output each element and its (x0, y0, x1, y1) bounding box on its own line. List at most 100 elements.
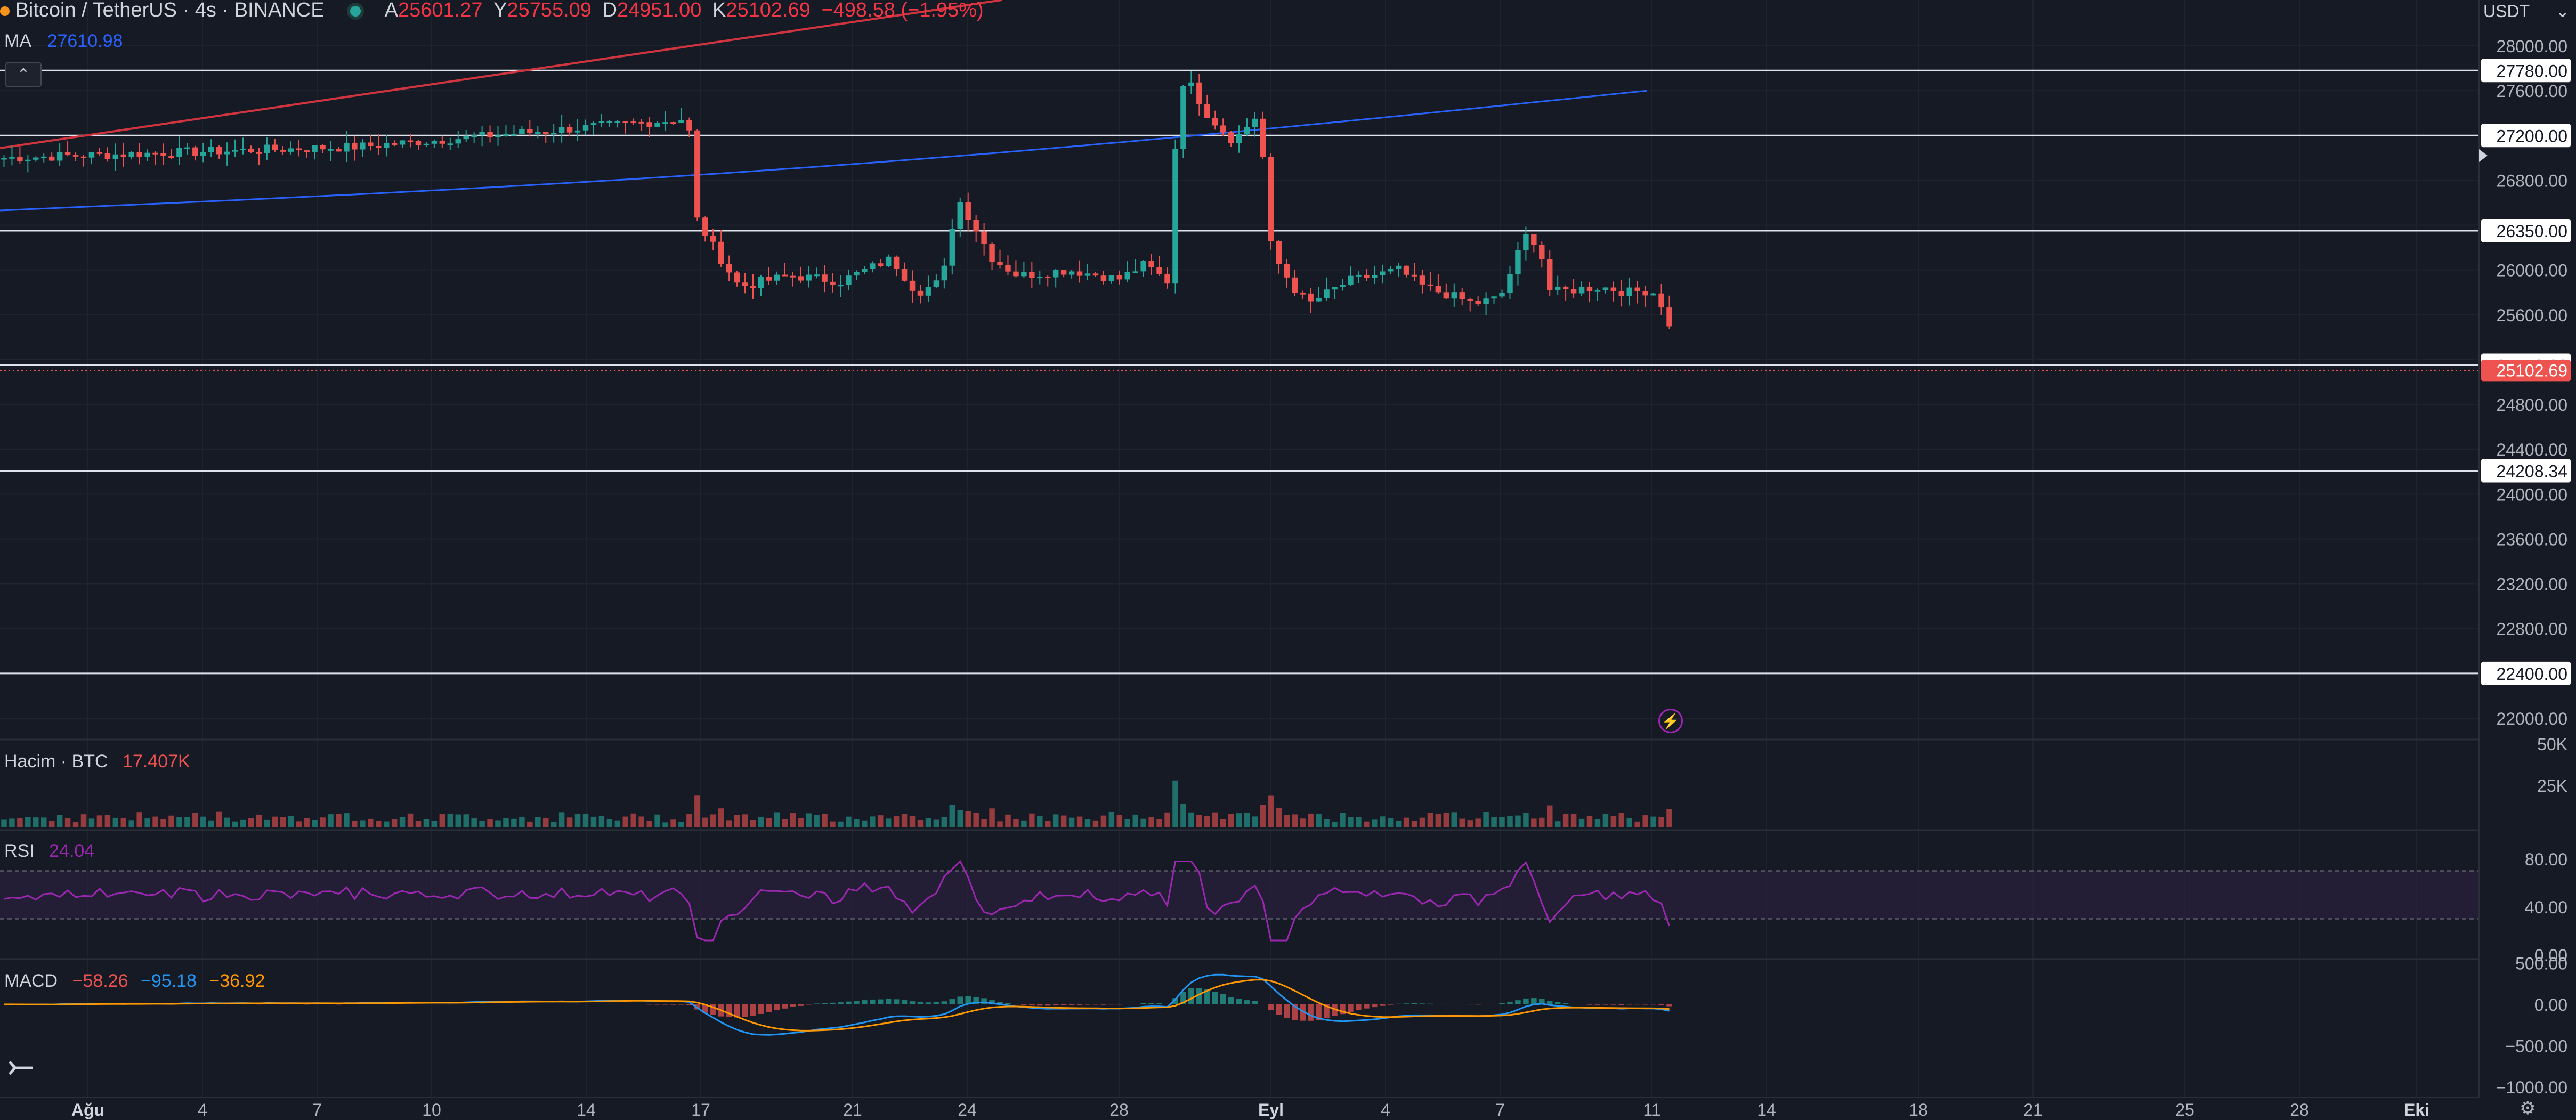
volume-bar (1084, 819, 1091, 827)
collapse-chevron-icon[interactable]: ⌃ (5, 62, 42, 87)
volume-bar (1451, 812, 1457, 827)
volume-bar (1013, 819, 1019, 827)
volume-bar (1554, 821, 1561, 827)
macd-histogram-bar (854, 1001, 860, 1004)
price-candles[interactable] (1, 71, 1672, 329)
volume-bar (352, 821, 358, 827)
rsi-label[interactable]: RSI (4, 841, 35, 861)
candle-body (144, 152, 150, 157)
volume-bar (925, 818, 931, 827)
candle-body (368, 142, 374, 147)
candle-body (878, 263, 884, 266)
volume-bar (1467, 820, 1473, 827)
open-label: A (384, 0, 398, 21)
macd-histogram-bar (1602, 1004, 1609, 1005)
candle-body (846, 275, 852, 285)
volume-bar (550, 822, 557, 827)
settings-icon[interactable]: ⚙ (2520, 1098, 2536, 1118)
volume-bar (686, 814, 692, 827)
volume-bar (176, 817, 182, 827)
price-tick-label: 24800.00 (2497, 395, 2567, 415)
candle-body (407, 140, 414, 142)
volume-bar (104, 815, 111, 827)
macd-histogram-bar (1292, 1004, 1298, 1020)
open-value: 25601.27 (398, 0, 483, 21)
currency-selector[interactable]: USDT ⌄ (2483, 0, 2570, 22)
candle-body (566, 127, 573, 133)
candle-body (1602, 287, 1609, 290)
candle-body (1324, 289, 1330, 298)
tradingview-logo-icon[interactable]: ⤚ (9, 1048, 34, 1083)
volume-bar (431, 821, 438, 827)
macd-histogram-bar (662, 1004, 668, 1005)
macd-histogram-bar (782, 1004, 788, 1009)
candle-body (176, 148, 182, 157)
volume-bar (1634, 821, 1640, 827)
candle-body (64, 152, 71, 155)
volume-bar (1132, 814, 1138, 827)
candle-body (344, 142, 350, 152)
close-value: 25102.69 (726, 0, 811, 21)
candle-body (9, 157, 15, 159)
trend-line (0, 0, 1002, 149)
volume-bar (160, 819, 166, 827)
candle-body (1236, 134, 1242, 143)
candle-body (1188, 82, 1194, 86)
candle-body (1132, 271, 1138, 273)
volume-bar (1276, 807, 1282, 827)
macd-label[interactable]: MACD (4, 971, 58, 991)
volume-bar (1531, 818, 1537, 827)
volume-bar (48, 821, 55, 827)
volume-bar (17, 818, 23, 827)
candle-body (1, 158, 7, 160)
macd-value-2: −95.18 (140, 971, 197, 991)
volume-bar (838, 821, 844, 827)
volume-bar (822, 813, 828, 827)
time-tick-label: 18 (1909, 1100, 1928, 1119)
volume-bar (487, 819, 493, 827)
scroll-right-icon[interactable] (2479, 149, 2488, 162)
candle-body (1276, 241, 1282, 264)
macd-histogram-bar (1372, 1004, 1378, 1008)
macd-histogram-bar (885, 999, 892, 1004)
macd-histogram-bar (1100, 1004, 1107, 1005)
candle-body (1260, 118, 1266, 157)
volume-bar (662, 822, 668, 827)
symbol-title[interactable]: Bitcoin / TetherUS · 4s · BINANCE (15, 0, 325, 21)
volume-bar (726, 820, 732, 827)
candle-body (439, 141, 445, 144)
candle-body (678, 120, 684, 123)
candle-body (1212, 118, 1218, 126)
macd-histogram-bar (1316, 1004, 1322, 1020)
price-tick-label: 26800.00 (2497, 171, 2567, 190)
volume-label[interactable]: Hacim · BTC (4, 751, 108, 772)
volume-bar (1666, 809, 1672, 827)
candle-body (80, 156, 87, 158)
candle-body (1284, 264, 1290, 278)
volume-bar (1475, 818, 1481, 827)
candle-body (288, 148, 294, 152)
candle-body (782, 274, 788, 277)
candle-body (686, 120, 692, 131)
candle-body (1100, 275, 1107, 281)
candle-body (399, 140, 406, 145)
flash-icon[interactable]: ⚡ (1658, 709, 1683, 733)
candle-body (1052, 270, 1059, 278)
macd-histogram-bar (1387, 1004, 1394, 1005)
time-axis[interactable]: Ağu 4 7 10 14 17 21 24 28 Eyl 4 7 11 14 18 21 25 28 Eki (0, 1098, 2576, 1120)
candle-body (1348, 275, 1354, 285)
ma-label[interactable]: MA (4, 31, 31, 51)
volume-bar (1228, 814, 1234, 827)
volume-bar (1562, 814, 1569, 827)
candle-body (1029, 272, 1035, 278)
candle-body (224, 151, 230, 155)
price-tick-label: 22800.00 (2497, 620, 2567, 639)
level-label-box (2481, 59, 2571, 83)
candle-body (1092, 273, 1099, 276)
volume-bar (272, 816, 278, 827)
volume-bar (566, 817, 573, 827)
candle-body (479, 132, 485, 136)
macd-histogram-bar (1531, 998, 1537, 1004)
price-axis[interactable]: 28000.00 27600.00 26800.00 26000.00 25600.00… (2478, 0, 2576, 1098)
